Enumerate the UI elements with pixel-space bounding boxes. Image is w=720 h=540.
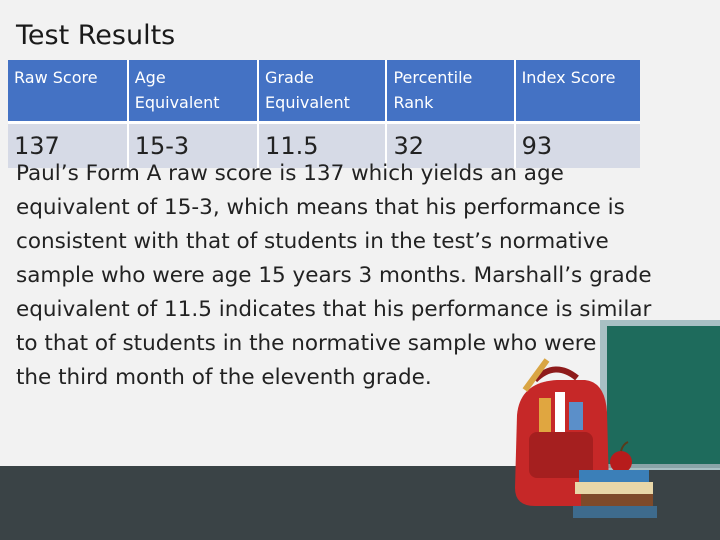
- cell-raw-score: 137: [8, 124, 129, 168]
- table-header-row: Raw Score Age Equivalent Grade Equivalen…: [8, 60, 640, 124]
- table-row: 137 15-3 11.5 32 93: [8, 124, 640, 168]
- cell-percentile-rank: 32: [387, 124, 516, 168]
- cell-age-equivalent: 15-3: [128, 124, 260, 168]
- cell-index-score: 93: [515, 124, 640, 168]
- apple-icon: [610, 441, 632, 473]
- header-age-equivalent: Age Equivalent: [128, 60, 260, 124]
- school-clipart: [515, 320, 720, 518]
- header-grade-equivalent: Grade Equivalent: [259, 60, 388, 124]
- chalkboard-icon: [600, 320, 720, 470]
- cell-grade-equivalent: 11.5: [259, 124, 388, 168]
- header-raw-score: Raw Score: [8, 60, 129, 124]
- results-paragraph: Paul’s Form A raw score is 137 which yie…: [16, 161, 652, 390]
- results-table: Raw Score Age Equivalent Grade Equivalen…: [8, 60, 640, 168]
- books-icon: [573, 470, 657, 518]
- slide-title: Test Results: [16, 20, 176, 51]
- header-index-score: Index Score: [515, 60, 640, 124]
- header-percentile-rank: Percentile Rank: [387, 60, 516, 124]
